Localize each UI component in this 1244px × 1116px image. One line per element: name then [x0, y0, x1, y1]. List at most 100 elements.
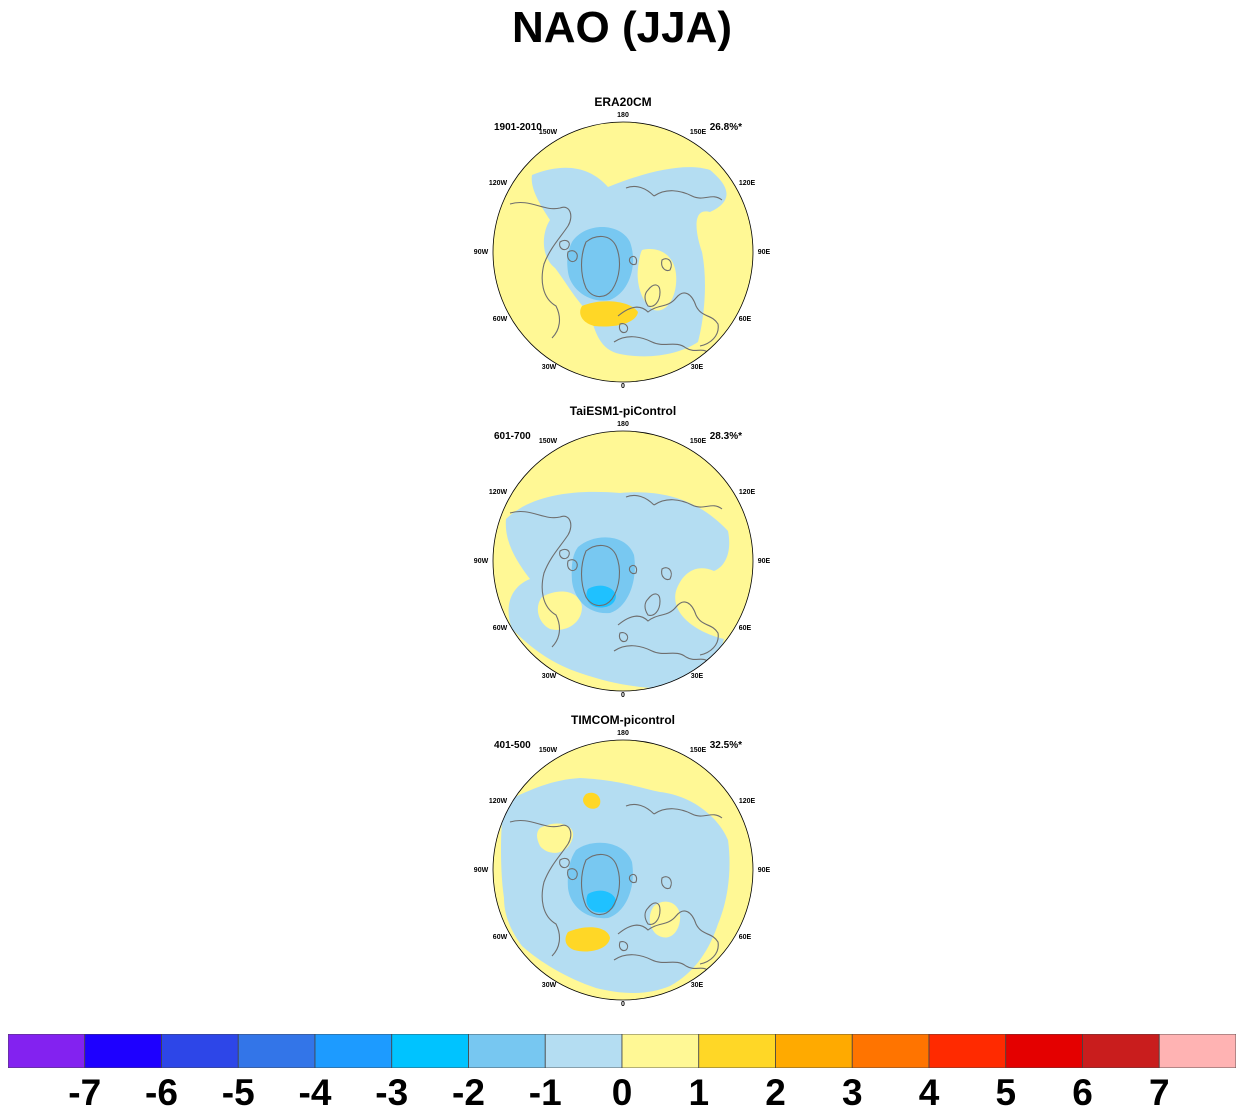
- coastline: [509, 820, 572, 957]
- coastline: [625, 185, 655, 197]
- panel-title: TIMCOM-picontrol: [571, 713, 675, 727]
- colorbar-tick-label: -6: [145, 1072, 178, 1113]
- polar-map: TaiESM1-piControl 601-700 28.3%* 180 0 150W 15…: [474, 404, 771, 699]
- colorbar-tick-label: -3: [375, 1072, 409, 1113]
- coastline: [661, 876, 672, 890]
- colorbar-tick-label: -5: [221, 1072, 255, 1113]
- colorbar-box: [928, 1033, 1007, 1069]
- contour-region-neg2: [567, 227, 634, 301]
- coastline: [653, 499, 723, 510]
- map-panel-timcom-picontrol: TIMCOM-picontrol 401-500 32.5%* 180 0 150W 150…: [470, 710, 775, 1010]
- longitude-label-60w: 60W: [493, 316, 508, 323]
- variance-explained-label: 28.3%*: [710, 431, 742, 442]
- coastline: [628, 564, 638, 575]
- longitude-label-120e: 120E: [739, 798, 756, 805]
- longitude-label-120e: 120E: [739, 489, 756, 496]
- longitude-label-30e: 30E: [691, 982, 704, 989]
- colorbar-tick-label: -1: [528, 1072, 562, 1113]
- longitude-label-60e: 60E: [739, 316, 752, 323]
- colorbar-box: [161, 1033, 239, 1069]
- coastline: [559, 548, 570, 560]
- colorbar-box: [7, 1033, 86, 1069]
- coastline: [661, 258, 672, 272]
- coastline: [580, 853, 621, 916]
- coastline: [653, 808, 723, 819]
- coastlines: [509, 494, 723, 664]
- longitude-label-30e: 30E: [691, 364, 704, 371]
- contour-region-neg3: [586, 890, 616, 913]
- colorbar-tick-label: 4: [918, 1072, 940, 1113]
- colorbar-tick-label: 0: [611, 1072, 633, 1113]
- panel-title: TaiESM1-piControl: [570, 404, 676, 418]
- coastline: [567, 559, 578, 572]
- panel-title: ERA20CM: [594, 95, 651, 109]
- coastline: [617, 910, 719, 965]
- polar-map: TIMCOM-picontrol 401-500 32.5%* 180 0 150W 150…: [474, 713, 771, 1008]
- coastline: [559, 239, 570, 251]
- colorbar-box: [698, 1033, 776, 1069]
- contour-region-pos2: [565, 927, 610, 952]
- coastline: [617, 601, 719, 656]
- colorbar-svg: [7, 1033, 1237, 1069]
- period-label: 401-500: [494, 740, 531, 751]
- coastline: [559, 857, 570, 869]
- colorbar-box: [468, 1033, 546, 1069]
- longitude-label-60w: 60W: [493, 934, 508, 941]
- map-boundary: [492, 121, 754, 383]
- longitude-label-90w: 90W: [474, 867, 489, 874]
- coastline: [628, 255, 638, 266]
- longitude-label-120e: 120E: [739, 180, 756, 187]
- coastline: [625, 803, 655, 815]
- coastline: [617, 292, 719, 347]
- longitude-label-150w: 150W: [539, 129, 558, 136]
- colorbar-box: [314, 1033, 393, 1069]
- longitude-label-150e: 150E: [690, 129, 707, 136]
- longitude-label-30e: 30E: [691, 673, 704, 680]
- period-label: 601-700: [494, 431, 531, 442]
- coastline: [567, 868, 578, 881]
- coastline: [567, 250, 578, 263]
- longitude-label-30w: 30W: [542, 982, 557, 989]
- longitude-label-90w: 90W: [474, 249, 489, 256]
- longitude-label-30w: 30W: [542, 673, 557, 680]
- colorbar-box: [237, 1033, 316, 1069]
- coastline: [628, 873, 638, 884]
- longitude-label-120w: 120W: [489, 180, 508, 187]
- colorbar-tick-label: 6: [1072, 1072, 1093, 1113]
- coastline: [580, 235, 621, 298]
- colorbar-tick-label: 1: [688, 1072, 710, 1113]
- colorbar-box: [84, 1033, 162, 1069]
- coastline: [644, 593, 661, 616]
- coastline: [644, 902, 661, 925]
- polar-map: ERA20CM 1901-2010 26.8%* 180 0 150W 150E 120W 12…: [474, 95, 771, 390]
- coastlines: [509, 803, 723, 973]
- contour-region-pos2: [583, 792, 601, 809]
- longitude-label-150w: 150W: [539, 747, 558, 754]
- map-field: [493, 431, 753, 691]
- colorbar: [7, 1033, 1237, 1069]
- coastline: [653, 190, 723, 201]
- longitude-label-150e: 150E: [690, 747, 707, 754]
- colorbar-tick-label: 3: [841, 1072, 863, 1113]
- longitude-label-120w: 120W: [489, 489, 508, 496]
- map-boundary: [492, 430, 754, 692]
- colorbar-box: [775, 1033, 853, 1069]
- coastline: [509, 511, 572, 648]
- coastline: [618, 323, 629, 334]
- figure-title: NAO (JJA): [511, 3, 733, 52]
- colorbar-box: [621, 1033, 700, 1069]
- colorbar-tick-label: -7: [68, 1072, 102, 1113]
- coastline: [613, 336, 711, 355]
- colorbar-box: [544, 1033, 623, 1069]
- coastline: [613, 645, 711, 664]
- coastline: [613, 954, 711, 973]
- variance-explained-label: 32.5%*: [710, 740, 742, 751]
- longitude-label-90w: 90W: [474, 558, 489, 565]
- variance-explained-label: 26.8%*: [710, 122, 742, 133]
- map-panel-taiesm1-picontrol: TaiESM1-piControl 601-700 28.3%* 180 0 150W 15…: [470, 401, 775, 701]
- colorbar-tick-label: 2: [765, 1072, 786, 1113]
- colorbar-tick-label: 5: [995, 1072, 1017, 1113]
- longitude-label-180: 180: [617, 730, 629, 737]
- colorbar-box: [1158, 1033, 1237, 1069]
- colorbar-tick-label: 7: [1148, 1072, 1170, 1113]
